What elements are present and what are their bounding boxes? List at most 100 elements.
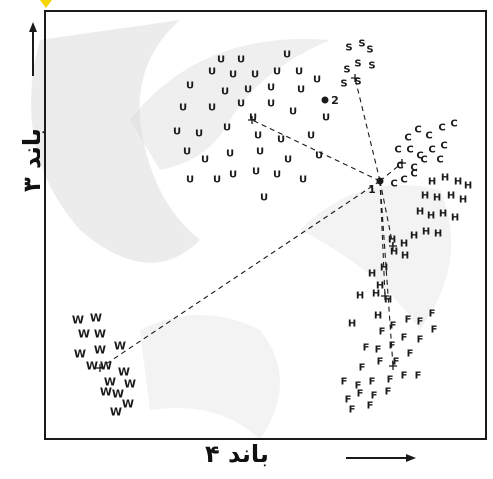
point-u-4: U [229,70,237,81]
point-u-14: U [179,103,187,114]
point-f-15: F [415,371,422,382]
point-c-5: C [394,145,401,156]
point-h-0: H [428,177,436,188]
point-u-23: U [249,113,257,124]
point-h-16: H [434,229,442,240]
cluster-center-cross-0 [248,116,256,124]
point-u-5: U [251,70,259,81]
point-h-2: H [454,177,462,188]
point-u-17: U [267,99,275,110]
point-u-22: U [223,123,231,134]
point-u-35: U [229,170,237,181]
point-h-3: H [464,181,472,192]
dashed-line-4 [379,180,394,247]
y-axis-arrow-head [29,22,37,32]
point-s-2: S [366,45,373,56]
point-c-3: C [438,123,445,134]
point-f-26: F [349,405,356,416]
point-h-6: H [447,191,455,202]
point-s-0: S [345,43,352,54]
point-s-5: S [368,61,375,72]
point-f-21: F [385,387,392,398]
point-f-22: F [371,391,378,402]
point-f-19: F [355,381,362,392]
cluster-center-cross-5 [389,362,397,370]
point-u-6: U [273,67,281,78]
point-u-13: U [313,75,321,86]
x-axis-label: باند ۴ [205,440,269,468]
point-s-6: S [340,79,347,90]
dashed-line-0 [251,119,381,182]
point-u-28: U [201,155,209,166]
point-s-3: S [343,65,350,76]
point-w-15: W [110,406,122,419]
point-u-2: U [283,50,291,61]
point-h-21: H [376,281,384,292]
point-w-1: W [90,312,102,325]
point-f-25: F [367,401,374,412]
cluster-center-cross-6 [96,364,104,372]
point-h-13: H [400,239,408,250]
cluster-center-cross-2 [398,159,406,167]
point-u-18: U [289,107,297,118]
point-h-9: H [427,211,435,222]
point-h-1: H [441,173,449,184]
point-u-33: U [186,175,194,186]
point-u-30: U [256,147,264,158]
point-w-5: W [94,344,106,357]
point-h-19: H [380,263,388,274]
point-u-12: U [297,85,305,96]
point-h-14: H [410,231,418,242]
point-h-26: H [348,319,356,330]
point-w-14: W [122,398,134,411]
point-u-19: U [322,113,330,124]
point-w-12: W [100,386,112,399]
point-f-5: F [431,325,438,336]
labeled-point-2 [321,96,329,104]
point-s-1: S [358,39,365,50]
point-w-11: W [124,378,136,391]
cluster-center-cross-3 [389,242,397,250]
point-f-10: F [363,343,370,354]
point-w-7: W [86,360,98,373]
point-h-5: H [433,193,441,204]
point-u-36: U [252,167,260,178]
point-h-12: H [388,235,396,246]
point-u-34: U [213,175,221,186]
plot-frame [44,10,487,440]
point-u-10: U [244,85,252,96]
point-s-4: S [354,59,361,70]
point-c-11: C [410,163,417,174]
point-w-13: W [112,388,124,401]
point-c-10: C [396,161,403,172]
point-u-9: U [221,87,229,98]
point-f-12: F [393,357,400,368]
point-h-20: H [368,269,376,280]
point-c-14: C [390,179,397,190]
labeled-point-text-1: 1 [368,183,376,196]
dashed-line-1 [354,77,381,182]
point-f-14: F [359,363,366,374]
point-c-13: C [436,155,443,166]
point-f-8: F [389,341,396,352]
point-u-0: U [217,55,225,66]
cluster-center-cross-4 [381,292,389,300]
point-f-2: F [405,315,412,326]
point-u-29: U [226,149,234,160]
point-u-16: U [237,99,245,110]
cluster-center-cross-1 [351,74,359,82]
point-c-6: C [406,145,413,156]
point-f-4: F [379,327,386,338]
point-h-18: H [401,251,409,262]
point-f-24: F [345,395,352,406]
point-w-10: W [104,376,116,389]
point-w-0: W [72,314,84,327]
point-h-8: H [416,207,424,218]
point-c-0: C [404,133,411,144]
point-u-8: U [186,81,194,92]
point-w-9: W [118,366,130,379]
axis-arrows [29,22,416,462]
point-c-1: C [414,125,421,136]
point-u-25: U [277,135,285,146]
point-u-27: U [183,147,191,158]
